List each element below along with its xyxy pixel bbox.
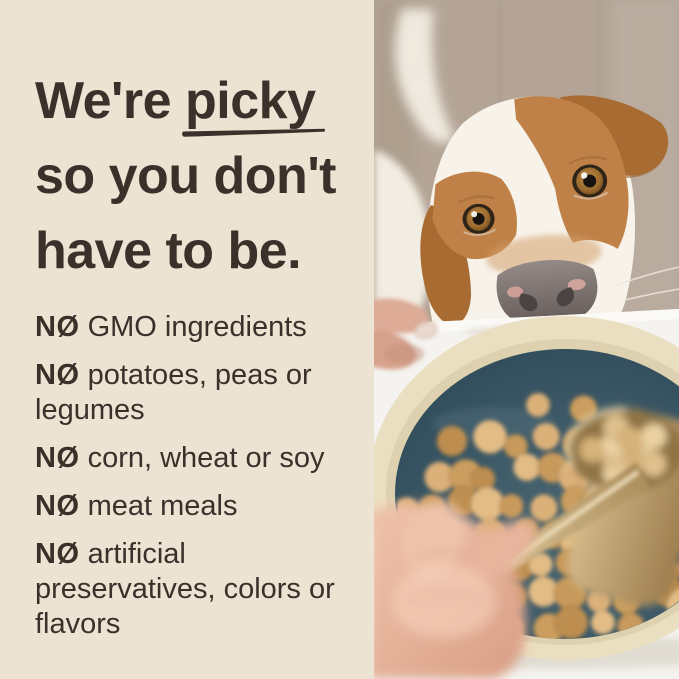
claim-no-prefix: NØ xyxy=(35,490,80,522)
kibble xyxy=(503,433,529,459)
product-photo xyxy=(374,0,679,679)
claim-text: meat meals xyxy=(87,490,238,522)
claim-item: NØ corn, wheat or soy xyxy=(35,441,364,476)
kibble xyxy=(590,609,616,635)
dog-nose xyxy=(496,260,598,336)
claim-item: NØ potatoes, peas or legumes xyxy=(35,358,364,428)
dog-right-patch xyxy=(514,96,629,249)
kibble xyxy=(639,450,667,478)
no-claims-list: NØ GMO ingredients NØ potatoes, peas or … xyxy=(35,310,364,642)
claim-item: NØ GMO ingredients xyxy=(35,310,364,345)
claim-no-prefix: NØ xyxy=(35,359,80,391)
dog-left-eye xyxy=(458,195,497,236)
dog-photo-illustration xyxy=(374,0,679,679)
headline-line-1-pre: We're xyxy=(35,72,172,130)
claim-no-prefix: NØ xyxy=(35,538,80,570)
headline-picky-underlined: picky xyxy=(185,64,316,139)
claim-text: artificial preservatives, colors or flav… xyxy=(35,538,335,640)
headline-line-1: We're picky xyxy=(35,64,364,139)
claim-text: potatoes, peas or legumes xyxy=(35,359,312,426)
text-panel: We're picky so you don't have to be. NØ … xyxy=(0,0,374,679)
claim-no-prefix: NØ xyxy=(35,311,80,343)
pouring-hand xyxy=(374,501,537,679)
kibble xyxy=(529,493,559,523)
kibble-scoop xyxy=(578,413,668,487)
kibble xyxy=(554,604,589,639)
claim-item: NØ artificial preservatives, colors or f… xyxy=(35,537,364,642)
kibble xyxy=(512,453,542,482)
claim-text: corn, wheat or soy xyxy=(87,442,325,474)
scoop-cup xyxy=(564,406,679,607)
dog-tail xyxy=(394,8,454,143)
dog-head xyxy=(420,95,679,347)
hand-fingers xyxy=(374,298,438,370)
kibble xyxy=(525,392,551,418)
kibble xyxy=(436,425,468,457)
dog-right-eye xyxy=(568,155,609,200)
dog-body xyxy=(374,150,431,332)
kibble xyxy=(472,419,508,455)
headline: We're picky so you don't have to be. xyxy=(35,64,364,289)
fingernail xyxy=(414,321,438,339)
kibble xyxy=(617,426,645,454)
claim-item: NØ meat meals xyxy=(35,489,364,524)
kibble xyxy=(498,493,524,519)
claim-text: GMO ingredients xyxy=(87,311,307,343)
headline-line-2: so you don't xyxy=(35,147,337,205)
kibble xyxy=(532,422,561,451)
headline-line-3: have to be. xyxy=(35,222,302,280)
claim-no-prefix: NØ xyxy=(35,442,80,474)
kibble xyxy=(640,422,668,450)
